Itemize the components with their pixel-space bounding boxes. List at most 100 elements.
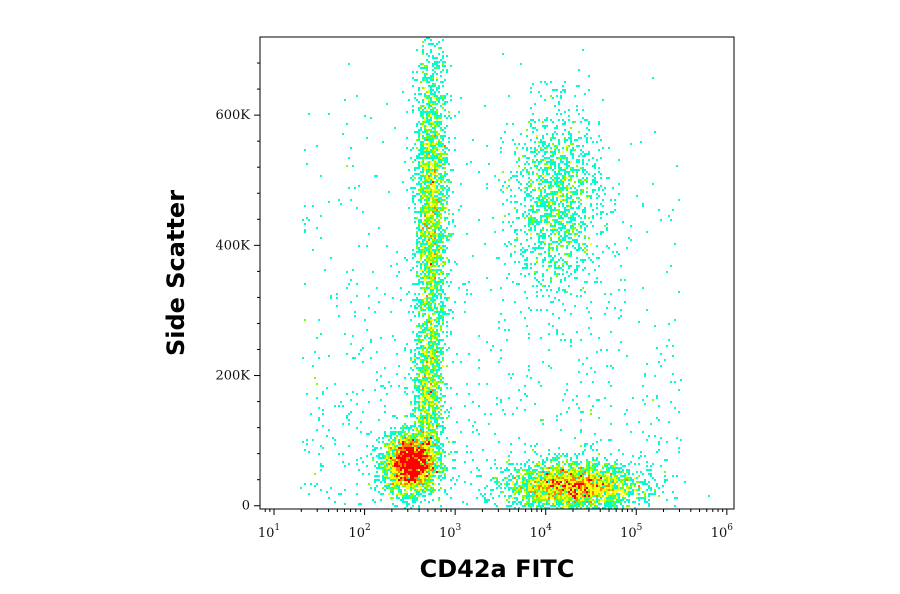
event-dot <box>580 191 582 193</box>
event-dot <box>534 165 536 167</box>
event-dot <box>542 241 544 243</box>
event-dot <box>512 477 514 479</box>
event-dot <box>592 471 594 473</box>
event-dot <box>418 261 420 263</box>
event-dot <box>422 371 424 373</box>
event-dot <box>596 245 598 247</box>
event-dot <box>610 385 612 387</box>
event-dot <box>426 363 428 365</box>
event-dot <box>528 245 530 247</box>
event-dot <box>544 175 546 177</box>
event-dot <box>548 349 550 351</box>
event-dot <box>428 351 430 353</box>
event-dot <box>380 461 382 463</box>
event-dot <box>414 383 416 385</box>
event-dot <box>436 251 438 253</box>
event-dot <box>412 449 414 451</box>
event-dot <box>586 127 588 129</box>
event-dot <box>402 463 404 465</box>
event-dot <box>424 183 426 185</box>
event-dot <box>428 91 430 93</box>
event-dot <box>582 477 584 479</box>
event-dot <box>416 339 418 341</box>
event-dot <box>404 431 406 433</box>
event-dot <box>440 115 442 117</box>
event-dot <box>528 171 530 173</box>
event-dot <box>424 155 426 157</box>
event-dot <box>542 295 544 297</box>
event-dot <box>412 429 414 431</box>
event-dot <box>422 239 424 241</box>
event-dot <box>426 347 428 349</box>
event-dot <box>426 255 428 257</box>
event-dot <box>434 203 436 205</box>
event-dot <box>440 307 442 309</box>
event-dot <box>418 419 420 421</box>
event-dot <box>404 475 406 477</box>
event-dot <box>530 229 532 231</box>
event-dot <box>442 291 444 293</box>
event-dot <box>428 465 430 467</box>
event-dot <box>578 169 580 171</box>
event-dot <box>322 465 324 467</box>
event-dot <box>426 73 428 75</box>
event-dot <box>438 377 440 379</box>
event-dot <box>442 261 444 263</box>
event-dot <box>642 385 644 387</box>
event-dot <box>556 191 558 193</box>
event-dot <box>644 455 646 457</box>
event-dot <box>436 381 438 383</box>
event-dot <box>418 293 420 295</box>
event-dot <box>602 189 604 191</box>
event-dot <box>318 419 320 421</box>
event-dot <box>420 437 422 439</box>
event-dot <box>436 123 438 125</box>
event-dot <box>422 405 424 407</box>
event-dot <box>420 265 422 267</box>
event-dot <box>420 305 422 307</box>
event-dot <box>422 205 424 207</box>
event-dot <box>424 381 426 383</box>
event-dot <box>414 177 416 179</box>
event-dot <box>386 457 388 459</box>
event-dot <box>544 181 546 183</box>
event-dot <box>334 443 336 445</box>
event-dot <box>430 457 432 459</box>
event-dot <box>404 161 406 163</box>
event-dot <box>584 217 586 219</box>
event-dot <box>408 461 410 463</box>
event-dot <box>430 151 432 153</box>
event-dot <box>506 467 508 469</box>
event-dot <box>420 255 422 257</box>
event-dot <box>430 287 432 289</box>
event-dot <box>562 303 564 305</box>
event-dot <box>422 293 424 295</box>
event-dot <box>568 229 570 231</box>
event-dot <box>586 137 588 139</box>
event-dot <box>570 201 572 203</box>
event-dot <box>450 117 452 119</box>
event-dot <box>564 111 566 113</box>
event-dot <box>548 203 550 205</box>
event-dot <box>436 195 438 197</box>
event-dot <box>540 283 542 285</box>
event-dot <box>538 91 540 93</box>
event-dot <box>416 451 418 453</box>
event-dot <box>448 411 450 413</box>
event-dot <box>416 233 418 235</box>
event-dot <box>432 151 434 153</box>
event-dot <box>538 471 540 473</box>
event-dot <box>434 319 436 321</box>
event-dot <box>642 473 644 475</box>
event-dot <box>440 235 442 237</box>
event-dot <box>436 311 438 313</box>
event-dot <box>540 179 542 181</box>
event-dot <box>432 385 434 387</box>
event-dot <box>428 471 430 473</box>
event-dot <box>672 209 674 211</box>
event-dot <box>542 227 544 229</box>
event-dot <box>428 89 430 91</box>
event-dot <box>416 367 418 369</box>
event-dot <box>538 183 540 185</box>
event-dot <box>440 187 442 189</box>
